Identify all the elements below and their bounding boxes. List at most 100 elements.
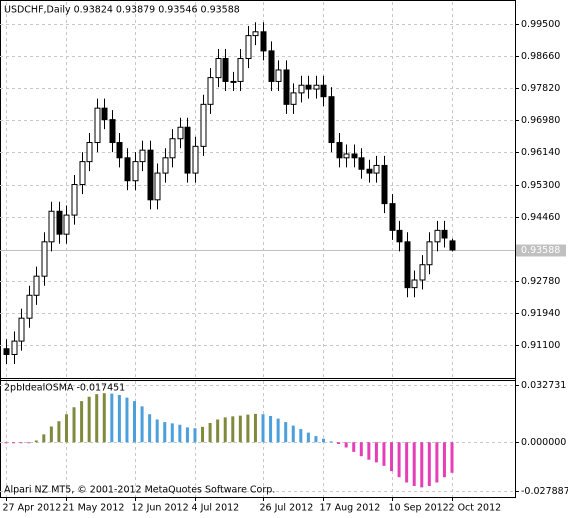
x-tick-label: 27 Apr 2012 [3,503,62,514]
candle-body [336,142,343,159]
histogram-bar [102,393,106,443]
histogram-bar [49,426,53,443]
candle-body [305,84,312,90]
y-tick-label: 0.94460 [521,212,560,223]
y-tick-label: 0.98660 [521,51,560,62]
x-tick-label: 10 Sep 2012 [389,503,449,514]
last-price-label: 0.93588 [521,245,560,256]
histogram-bar [208,422,212,443]
footer: Alpari NZ MT5, © 2001-2012 MetaQuotes So… [4,485,275,496]
candle-body [86,142,93,163]
candle-body [328,96,335,144]
candle-body [290,92,297,105]
y-tick-label: -0.027887 [521,486,568,497]
histogram-bar [19,442,23,444]
histogram-bar [405,442,409,483]
candle-body [441,229,448,239]
y-tick-label: 0.91940 [521,308,560,319]
candle-body [366,168,373,174]
histogram-bar [125,397,129,443]
candle-body [26,294,33,319]
candle-body [162,157,169,174]
candle-body [33,275,40,296]
histogram-bar [231,416,235,443]
x-tick-label: 4 Jul 2012 [192,503,240,514]
candle-body [154,172,161,201]
candle-body [298,84,305,94]
candle-body [109,119,116,144]
candle-body [139,149,146,163]
histogram-bar [12,442,16,444]
histogram-bar [27,442,31,444]
candle-body [237,58,244,82]
histogram-bar [140,406,144,443]
histogram-bar [269,415,273,443]
candle-body [101,107,108,121]
y-tick-label: 0.99500 [521,19,560,30]
candle-body [215,58,222,79]
candle-body [147,149,154,201]
histogram-bar [246,414,250,443]
histogram-bar [4,442,8,444]
histogram-bar [87,396,91,443]
histogram-bar [412,442,416,486]
candle-body [222,58,229,82]
histogram-bar [321,438,325,443]
candle-body [79,161,86,186]
histogram-bar [155,419,159,443]
histogram-bar [42,434,46,443]
histogram-bar [163,422,167,443]
candle-body [192,145,199,174]
candle-body [260,31,267,52]
candle-body [426,241,433,266]
histogram-bar [397,442,401,478]
mark-layer [3,22,456,488]
histogram-bar [367,442,371,460]
histogram-bar [374,442,378,463]
candle-body [177,126,184,140]
histogram-bar [284,422,288,443]
candle-body [404,241,411,289]
candle-body [396,229,403,243]
histogram-bar [276,418,280,443]
histogram-bar [216,419,220,443]
candle-body [449,240,456,251]
x-tick-label: 26 Jul 2012 [260,503,314,514]
y-tick-label: 0.95300 [521,180,560,191]
candle-body [268,50,275,82]
indicator-title: 2pbIdealOSMA -0.017451 [4,383,125,394]
histogram-bar [382,442,386,466]
histogram-bar [34,440,38,443]
histogram-bar [193,428,197,443]
last-price-box [516,244,566,257]
candle-body [132,161,139,182]
candle-body [169,138,176,159]
histogram-bar [117,394,121,443]
histogram-bar [170,423,174,443]
histogram-bar [201,426,205,443]
candle-body [94,107,101,144]
candle-body [373,164,380,174]
histogram-bar [261,414,265,443]
candle-body [3,348,10,355]
candle-body [63,214,70,235]
candle-body [313,84,320,90]
histogram-bar [80,401,84,443]
histogram-bar [238,415,242,443]
candle-body [245,35,252,60]
y-tick-label: 0.000000 [521,437,566,448]
histogram-bar [420,442,424,488]
histogram-bar [427,442,431,486]
histogram-bar [178,424,182,443]
candle-body [207,77,214,105]
histogram-bar [72,407,76,443]
y-tick-label: 0.91100 [521,340,560,351]
candle-body [56,210,63,235]
histogram-bar [390,442,394,472]
x-tick-label: 12 Jun 2012 [132,503,189,514]
histogram-bar [185,427,189,443]
y-tick-label: 0.96980 [521,115,560,126]
histogram-bar [450,442,454,473]
histogram-bar [306,432,310,443]
